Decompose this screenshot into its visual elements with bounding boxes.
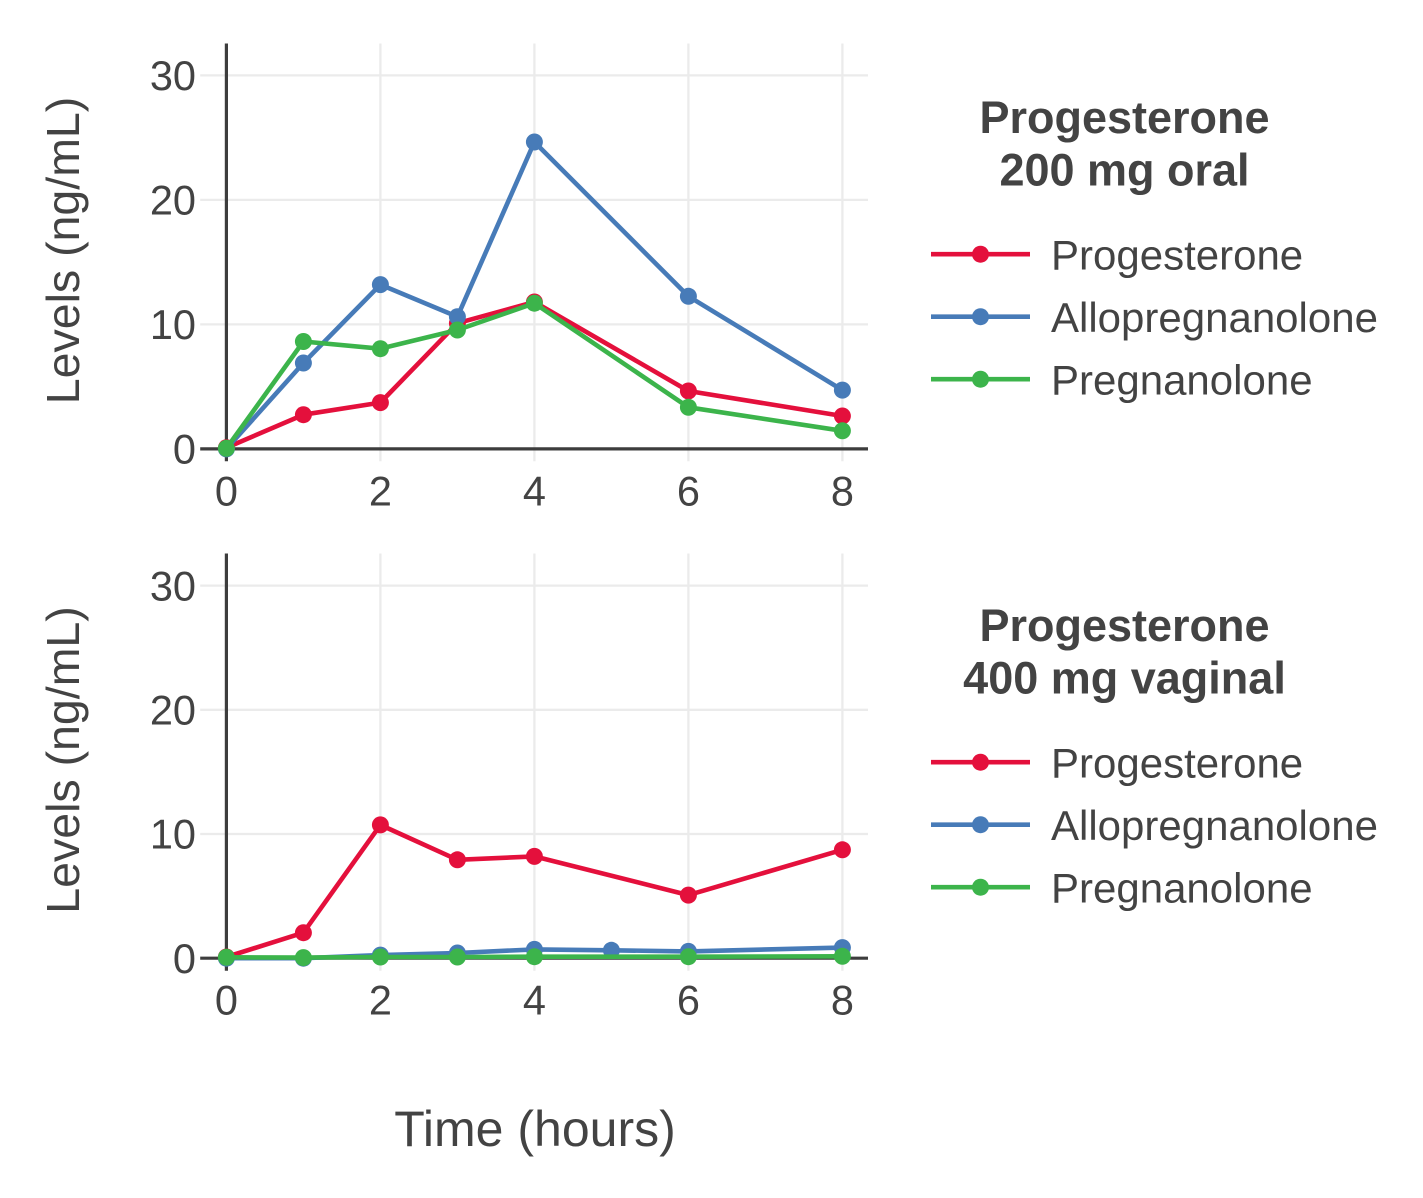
svg-text:8: 8	[831, 467, 854, 514]
svg-text:20: 20	[150, 687, 196, 734]
svg-text:Progesterone: Progesterone	[1051, 740, 1303, 787]
svg-text:2: 2	[369, 977, 392, 1024]
svg-text:4: 4	[523, 467, 546, 514]
svg-text:0: 0	[173, 935, 196, 982]
svg-text:Levels (ng/mL): Levels (ng/mL)	[37, 606, 89, 914]
svg-text:10: 10	[150, 301, 196, 348]
svg-text:6: 6	[677, 977, 700, 1024]
svg-text:Progesterone: Progesterone	[1051, 232, 1303, 279]
svg-text:30: 30	[150, 52, 196, 99]
svg-text:30: 30	[150, 562, 196, 609]
svg-text:2: 2	[369, 467, 392, 514]
svg-text:6: 6	[677, 467, 700, 514]
svg-text:Pregnanolone: Pregnanolone	[1051, 865, 1313, 912]
svg-text:4: 4	[523, 977, 546, 1024]
svg-text:Pregnanolone: Pregnanolone	[1051, 357, 1313, 404]
svg-text:Allopregnanolone: Allopregnanolone	[1051, 294, 1378, 341]
svg-text:400 mg vaginal: 400 mg vaginal	[963, 653, 1286, 704]
svg-text:10: 10	[150, 811, 196, 858]
svg-text:0: 0	[215, 467, 238, 514]
svg-text:20: 20	[150, 177, 196, 224]
svg-text:0: 0	[215, 977, 238, 1024]
svg-text:0: 0	[173, 426, 196, 473]
svg-text:Progesterone: Progesterone	[979, 600, 1269, 651]
svg-text:Time (hours): Time (hours)	[394, 1101, 676, 1157]
svg-text:200 mg oral: 200 mg oral	[999, 145, 1249, 196]
svg-text:8: 8	[831, 977, 854, 1024]
svg-text:Levels (ng/mL): Levels (ng/mL)	[37, 97, 89, 405]
svg-text:Progesterone: Progesterone	[979, 92, 1269, 143]
svg-text:Allopregnanolone: Allopregnanolone	[1051, 802, 1378, 849]
